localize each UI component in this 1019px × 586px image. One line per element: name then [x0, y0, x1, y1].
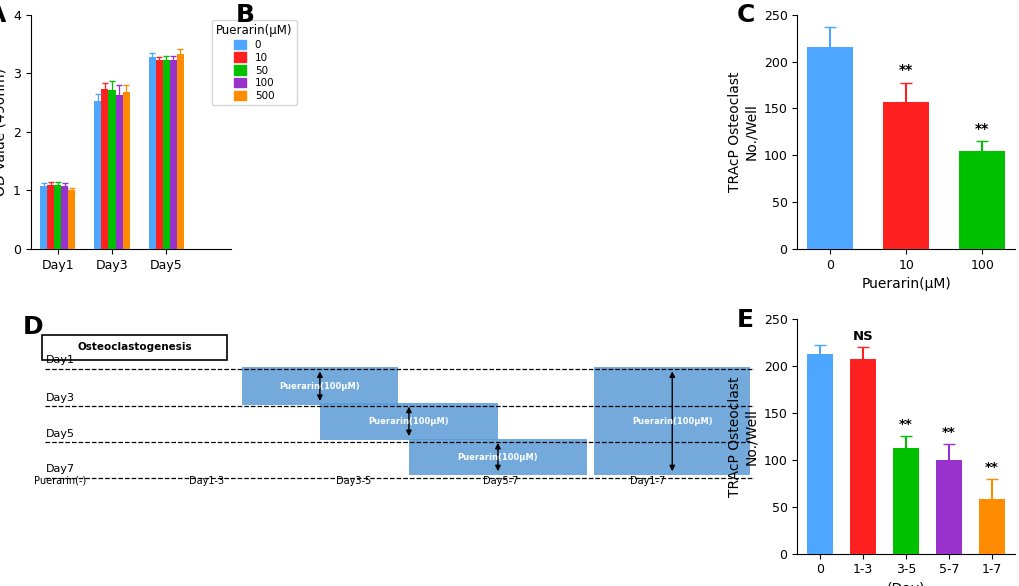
Bar [978, 499, 1004, 554]
Y-axis label: TRAcP Osteoclast
No./Well: TRAcP Osteoclast No./Well [728, 71, 757, 192]
Bar [176, 54, 183, 249]
Text: Day1: Day1 [46, 355, 74, 365]
Bar [122, 92, 129, 249]
Text: Osteoclastogenesis: Osteoclastogenesis [77, 342, 192, 353]
Bar [959, 151, 1004, 249]
Text: Day1-3: Day1-3 [190, 476, 224, 486]
Text: **: ** [942, 427, 955, 440]
Bar [115, 95, 122, 249]
Text: Puerarin(100μM): Puerarin(100μM) [279, 381, 360, 391]
Bar [935, 460, 961, 554]
Bar [95, 101, 101, 249]
Legend: 0, 10, 50, 100, 500: 0, 10, 50, 100, 500 [212, 20, 297, 105]
Y-axis label: TRAcP Osteoclast
No./Well: TRAcP Osteoclast No./Well [728, 376, 757, 497]
Text: Puerarin(100μM): Puerarin(100μM) [632, 417, 712, 426]
Text: Puerarin(-): Puerarin(-) [34, 476, 87, 486]
Bar [68, 190, 75, 249]
Text: **: ** [974, 122, 988, 135]
Y-axis label: OD Value (490nm): OD Value (490nm) [0, 68, 7, 196]
Text: Day3: Day3 [46, 393, 74, 403]
Bar [149, 57, 156, 249]
Bar [320, 403, 497, 440]
FancyBboxPatch shape [42, 335, 227, 360]
Text: Day3-5: Day3-5 [336, 476, 371, 486]
Bar [101, 89, 108, 249]
Text: **: ** [899, 418, 912, 431]
Bar [54, 185, 61, 249]
Bar [806, 47, 852, 249]
X-axis label: (Day)
Puerarin(μM): (Day) Puerarin(μM) [860, 582, 950, 586]
Bar [163, 60, 170, 249]
X-axis label: Puerarin(μM): Puerarin(μM) [860, 277, 950, 291]
Text: Day1-7: Day1-7 [629, 476, 664, 486]
Text: D: D [23, 315, 44, 339]
Text: **: ** [984, 461, 998, 474]
Bar [882, 102, 928, 249]
Text: E: E [736, 308, 753, 332]
Text: Day5: Day5 [46, 429, 74, 439]
Bar [170, 60, 176, 249]
Bar [40, 186, 47, 249]
Text: C: C [736, 3, 754, 27]
Bar [893, 448, 918, 554]
Text: Day7: Day7 [46, 464, 74, 474]
Bar [409, 439, 586, 475]
Bar [806, 354, 833, 554]
Text: Day5-7: Day5-7 [482, 476, 518, 486]
Text: Puerarin(100μM): Puerarin(100μM) [458, 452, 538, 462]
Bar [850, 359, 875, 554]
Bar [47, 185, 54, 249]
Text: B: B [235, 3, 255, 27]
Bar [156, 60, 163, 249]
Bar [242, 367, 397, 405]
Bar [594, 367, 749, 475]
Bar [61, 186, 68, 249]
Text: A: A [0, 3, 6, 27]
Text: **: ** [898, 63, 912, 77]
Bar [108, 90, 115, 249]
Text: NS: NS [852, 330, 872, 343]
Text: Puerarin(100μM): Puerarin(100μM) [368, 417, 448, 426]
